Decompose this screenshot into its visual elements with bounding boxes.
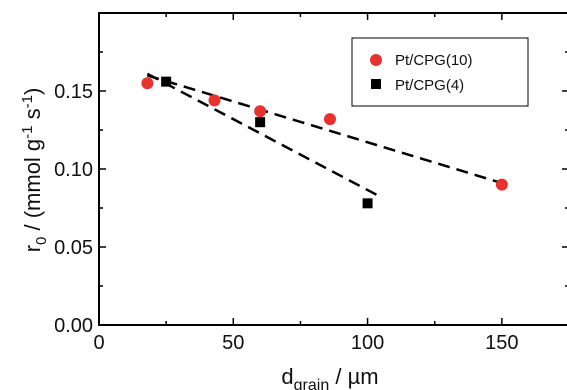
- y-tick-label: 0.15: [54, 81, 93, 103]
- y-axis-label-sub: 0: [33, 237, 50, 245]
- x-axis-label-main: d: [281, 364, 293, 389]
- x-axis-label-sub: grain: [294, 377, 330, 390]
- y-axis-label-r: r: [20, 245, 45, 252]
- y-tick-label: 0.10: [54, 159, 93, 181]
- legend-label-pt-cpg4: Pt/CPG(4): [395, 77, 464, 94]
- y-tick-label: 0.05: [54, 237, 93, 259]
- fit-line-series-1: [146, 72, 382, 199]
- y-tick-label: 0.00: [54, 315, 93, 337]
- fit-line-series-0: [146, 74, 503, 185]
- fit-lines: [146, 72, 503, 199]
- x-tick-label: 50: [222, 332, 244, 354]
- data-point-series-1: [362, 198, 373, 209]
- y-axis-label-sup1: -1: [19, 125, 36, 138]
- y-axis-label-end: ): [20, 88, 45, 95]
- data-point-series-1: [161, 76, 172, 87]
- legend-label-pt-cpg10: Pt/CPG(10): [395, 52, 473, 69]
- legend-marker-pt-cpg10: [370, 54, 382, 66]
- data-markers: [141, 76, 508, 209]
- data-point-series-0: [141, 77, 154, 90]
- y-axis-label-mid2: s: [20, 108, 45, 125]
- legend: Pt/CPG(10) Pt/CPG(4): [351, 37, 529, 107]
- x-axis-label: dgrain / µm: [281, 364, 378, 390]
- y-axis-label-mid: / (mmol g: [20, 139, 45, 237]
- data-point-series-1: [255, 117, 266, 128]
- x-axis-label-rest: / µm: [329, 364, 378, 389]
- axis-ticks: 0 50 100 150 0.00 0.05 0.10 0.15: [54, 13, 567, 354]
- x-tick-label: 100: [351, 332, 384, 354]
- y-axis-label: r0 / (mmol g-1 s-1): [19, 88, 50, 253]
- data-point-series-0: [323, 113, 336, 126]
- legend-marker-pt-cpg4: [371, 79, 381, 89]
- y-axis-label-sup2: -1: [19, 95, 36, 108]
- legend-box: [351, 37, 529, 107]
- x-tick-label: 0: [93, 332, 104, 354]
- x-tick-label: 150: [485, 332, 518, 354]
- data-point-series-0: [208, 94, 221, 107]
- data-point-series-0: [254, 105, 267, 118]
- data-point-series-0: [495, 178, 508, 191]
